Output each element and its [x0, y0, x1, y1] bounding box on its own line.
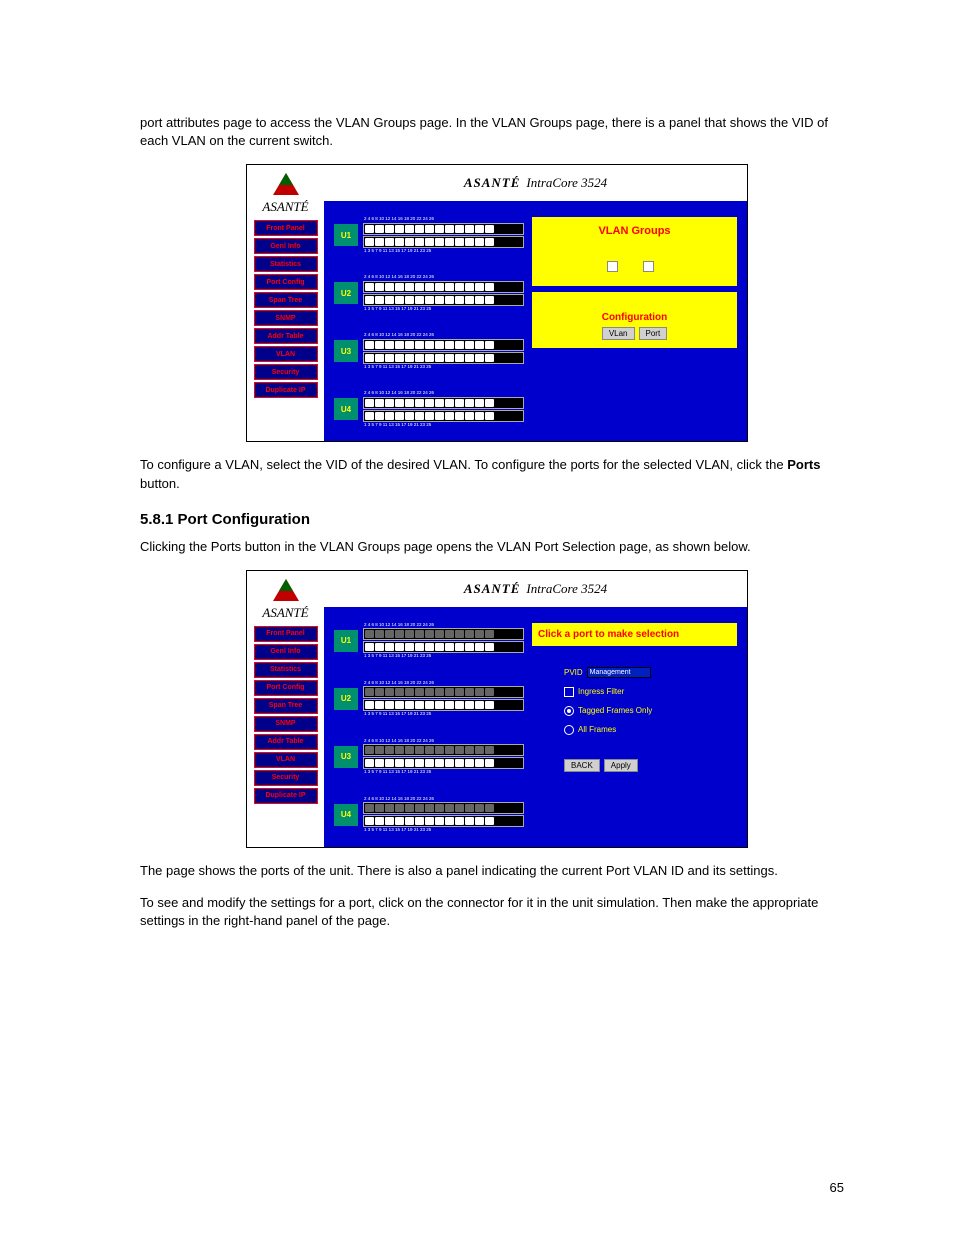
- tagged-radio[interactable]: [564, 706, 574, 716]
- unit-label: U2: [334, 282, 358, 304]
- nav-vlan[interactable]: VLAN: [254, 346, 318, 362]
- header-title: ASANTÉ IntraCore 3524: [324, 571, 747, 607]
- port-numbers-bot: 1 3 5 7 9 11 13 15 17 19 21 23 25: [363, 249, 524, 254]
- brand-logo-icon: [271, 171, 301, 197]
- apply-button[interactable]: Apply: [604, 759, 638, 772]
- brand-label: ASANTÉ: [262, 199, 308, 215]
- unit-u3: U3 2 4 6 8 10 12 14 16 18 20 22 24 26 1 …: [334, 333, 524, 369]
- nav-port-config[interactable]: Port Config: [254, 274, 318, 290]
- panel-title: VLAN Groups: [538, 225, 731, 237]
- vid-label-2: 2: [657, 262, 662, 272]
- intro-paragraph: port attributes page to access the VLAN …: [140, 114, 854, 150]
- unit-u3: U3 2 4 6 8 10 12 14 16 18 20 22 24 26 1 …: [334, 739, 524, 775]
- units-column: U1 2 4 6 8 10 12 14 16 18 20 22 24 26 1 …: [334, 619, 524, 833]
- unit-u2: U2 2 4 6 8 10 12 14 16 18 20 22 24 26 1 …: [334, 275, 524, 311]
- port-button[interactable]: Port: [639, 327, 668, 340]
- nav-front-panel[interactable]: Front Panel: [254, 626, 318, 642]
- nav-statistics[interactable]: Statistics: [254, 256, 318, 272]
- mid-text-1: To configure a VLAN, select the VID of t…: [140, 457, 787, 472]
- unit-u4: U4 2 4 6 8 10 12 14 16 18 20 22 24 26 1 …: [334, 391, 524, 427]
- mid-text-2: button.: [140, 476, 180, 491]
- unit-label: U1: [334, 224, 358, 246]
- nav-vlan[interactable]: VLAN: [254, 752, 318, 768]
- pvid-select[interactable]: Management: [587, 667, 651, 678]
- mid-paragraph: To configure a VLAN, select the VID of t…: [140, 456, 854, 492]
- all-frames-radio[interactable]: [564, 725, 574, 735]
- figure-port-selection: ASANTÉ Front Panel Genl Info Statistics …: [246, 570, 748, 848]
- ingress-checkbox[interactable]: [564, 687, 574, 697]
- back-button[interactable]: BACK: [564, 759, 600, 772]
- nav-snmp[interactable]: SNMP: [254, 716, 318, 732]
- port-selection-panel: Click a port to make selection: [532, 623, 737, 646]
- ingress-label: Ingress Filter: [578, 687, 624, 696]
- nav-addr-table[interactable]: Addr Table: [254, 328, 318, 344]
- brand-logo-icon: [271, 577, 301, 603]
- sidebar: ASANTÉ Front Panel Genl Info Statistics …: [247, 571, 324, 847]
- unit-u2: U2 2 4 6 8 10 12 14 16 18 20 22 24 26 1 …: [334, 681, 524, 717]
- nav-addr-table[interactable]: Addr Table: [254, 734, 318, 750]
- ports-bold: Ports: [787, 457, 820, 472]
- header-brand: ASANTÉ: [464, 581, 521, 597]
- unit-label: U4: [334, 398, 358, 420]
- nav-duplicate-ip[interactable]: Duplicate IP: [254, 788, 318, 804]
- header-brand: ASANTÉ: [464, 175, 521, 191]
- nav-span-tree[interactable]: Span Tree: [254, 292, 318, 308]
- nav-port-config[interactable]: Port Config: [254, 680, 318, 696]
- end-paragraph-1: The page shows the ports of the unit. Th…: [140, 862, 854, 880]
- sidebar: ASANTÉ Front Panel Genl Info Statistics …: [247, 165, 324, 441]
- port-row-bot[interactable]: [363, 236, 524, 248]
- nav-security[interactable]: Security: [254, 364, 318, 380]
- vlan-button[interactable]: VLan: [602, 327, 635, 340]
- config-label: Configuration: [538, 312, 731, 323]
- header-title: ASANTÉ IntraCore 3524: [324, 165, 747, 201]
- port-numbers-top: 2 4 6 8 10 12 14 16 18 20 22 24 26: [363, 217, 524, 222]
- after-heading-paragraph: Clicking the Ports button in the VLAN Gr…: [140, 538, 854, 556]
- nav-duplicate-ip[interactable]: Duplicate IP: [254, 382, 318, 398]
- nav-snmp[interactable]: SNMP: [254, 310, 318, 326]
- vid-checkbox-2[interactable]: [643, 261, 654, 272]
- nav-statistics[interactable]: Statistics: [254, 662, 318, 678]
- nav-genl-info[interactable]: Genl Info: [254, 644, 318, 660]
- unit-u1: U1 2 4 6 8 10 12 14 16 18 20 22 24 26 1 …: [334, 217, 524, 253]
- brand-label: ASANTÉ: [262, 605, 308, 621]
- figure-vlan-groups: ASANTÉ Front Panel Genl Info Statistics …: [246, 164, 748, 442]
- nav-genl-info[interactable]: Genl Info: [254, 238, 318, 254]
- nav-front-panel[interactable]: Front Panel: [254, 220, 318, 236]
- nav-span-tree[interactable]: Span Tree: [254, 698, 318, 714]
- header-model: IntraCore 3524: [526, 175, 607, 191]
- units-column: U1 2 4 6 8 10 12 14 16 18 20 22 24 26 1 …: [334, 213, 524, 427]
- port-row-top[interactable]: [363, 223, 524, 235]
- configuration-panel: Configuration VLan Port: [532, 292, 737, 348]
- vlan-groups-panel: VLAN Groups 1 2: [532, 217, 737, 286]
- header-model: IntraCore 3524: [526, 581, 607, 597]
- nav-security[interactable]: Security: [254, 770, 318, 786]
- section-heading: 5.8.1 Port Configuration: [140, 511, 854, 528]
- tagged-label: Tagged Frames Only: [578, 706, 652, 715]
- panel-title: Click a port to make selection: [538, 629, 731, 640]
- unit-u4: U4 2 4 6 8 10 12 14 16 18 20 22 24 26 1 …: [334, 797, 524, 833]
- vid-checkbox-1[interactable]: [607, 261, 618, 272]
- all-frames-label: All Frames: [578, 725, 616, 734]
- end-paragraph-2: To see and modify the settings for a por…: [140, 894, 854, 930]
- page-number: 65: [830, 1180, 844, 1195]
- pvid-label: PVID: [564, 668, 583, 677]
- unit-label: U3: [334, 340, 358, 362]
- vid-label-1: 1: [621, 262, 626, 272]
- unit-u1: U1 2 4 6 8 10 12 14 16 18 20 22 24 26 1 …: [334, 623, 524, 659]
